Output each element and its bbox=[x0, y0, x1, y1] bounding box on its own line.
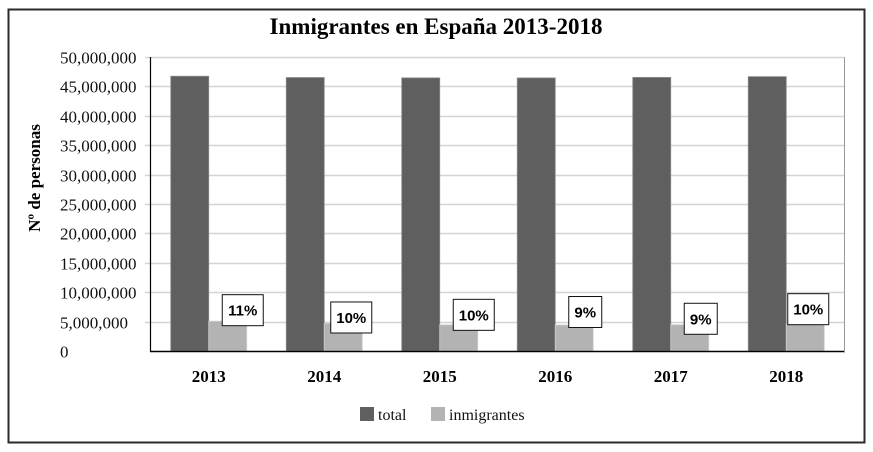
data-label-text: 10% bbox=[793, 302, 823, 319]
y-tick-label: 15,000,000 bbox=[60, 255, 137, 274]
x-axis-ticks: 2013 2014 2015 2016 2017 2018 bbox=[192, 367, 804, 386]
bar-total-2013 bbox=[170, 75, 210, 352]
x-tick-label: 2018 bbox=[769, 367, 803, 386]
y-tick-label: 25,000,000 bbox=[60, 196, 137, 215]
y-tick-label: 10,000,000 bbox=[60, 284, 137, 303]
legend-item-inmigrantes: inmigrantes bbox=[431, 407, 525, 424]
bar-total-2018 bbox=[747, 76, 787, 352]
y-tick-label: 45,000,000 bbox=[60, 78, 137, 97]
legend-swatch bbox=[360, 407, 374, 421]
x-tick-label: 2016 bbox=[538, 367, 572, 386]
data-label-box bbox=[452, 298, 495, 331]
data-label: 9% bbox=[683, 302, 718, 335]
data-label-text: 9% bbox=[690, 311, 712, 328]
y-tick-label: 0 bbox=[60, 343, 69, 362]
bar-inmigrantes-2018 bbox=[785, 322, 825, 352]
data-label-box bbox=[221, 294, 264, 327]
y-tick-label: 30,000,000 bbox=[60, 167, 137, 186]
data-label-box bbox=[568, 296, 603, 329]
bars bbox=[170, 75, 825, 352]
data-label: 10% bbox=[452, 298, 495, 331]
chart-title: Inmigrantes en España 2013-2018 bbox=[270, 14, 603, 39]
x-tick-label: 2014 bbox=[307, 367, 342, 386]
data-label-box bbox=[787, 293, 830, 326]
legend-label: total bbox=[378, 407, 407, 424]
data-label-box bbox=[683, 302, 718, 335]
bar-inmigrantes-2016 bbox=[554, 324, 594, 352]
legend-item-total: total bbox=[360, 407, 407, 424]
y-tick-label: 20,000,000 bbox=[60, 225, 137, 244]
x-tick-label: 2017 bbox=[654, 367, 689, 386]
data-label-box bbox=[330, 301, 373, 334]
data-label: 9% bbox=[568, 296, 603, 329]
x-tick-label: 2015 bbox=[423, 367, 457, 386]
legend-swatch bbox=[431, 407, 445, 421]
bar-total-2016 bbox=[516, 77, 556, 352]
legend-label: inmigrantes bbox=[449, 407, 525, 424]
y-tick-label: 5,000,000 bbox=[60, 314, 128, 333]
data-label: 10% bbox=[787, 293, 830, 326]
y-tick-label: 40,000,000 bbox=[60, 108, 137, 127]
data-label: 10% bbox=[330, 301, 373, 334]
data-label-text: 10% bbox=[459, 307, 489, 324]
data-label-text: 10% bbox=[336, 310, 366, 327]
data-labels: 11% 10% 10% 9% 9% 10% bbox=[221, 293, 830, 335]
x-tick-label: 2013 bbox=[192, 367, 226, 386]
legend: total inmigrantes bbox=[360, 407, 525, 424]
y-axis-title: Nº de personas bbox=[25, 124, 44, 232]
y-axis-ticks: 0 5,000,000 10,000,000 15,000,000 20,000,000… bbox=[60, 49, 137, 362]
bar-total-2017 bbox=[632, 77, 672, 352]
data-label-text: 11% bbox=[228, 303, 257, 320]
bar-total-2015 bbox=[401, 77, 441, 352]
y-tick-label: 50,000,000 bbox=[60, 49, 137, 68]
y-tick-label: 35,000,000 bbox=[60, 137, 137, 156]
data-label: 11% bbox=[221, 294, 264, 327]
bar-total-2014 bbox=[285, 77, 325, 352]
data-label-text: 9% bbox=[574, 305, 596, 322]
